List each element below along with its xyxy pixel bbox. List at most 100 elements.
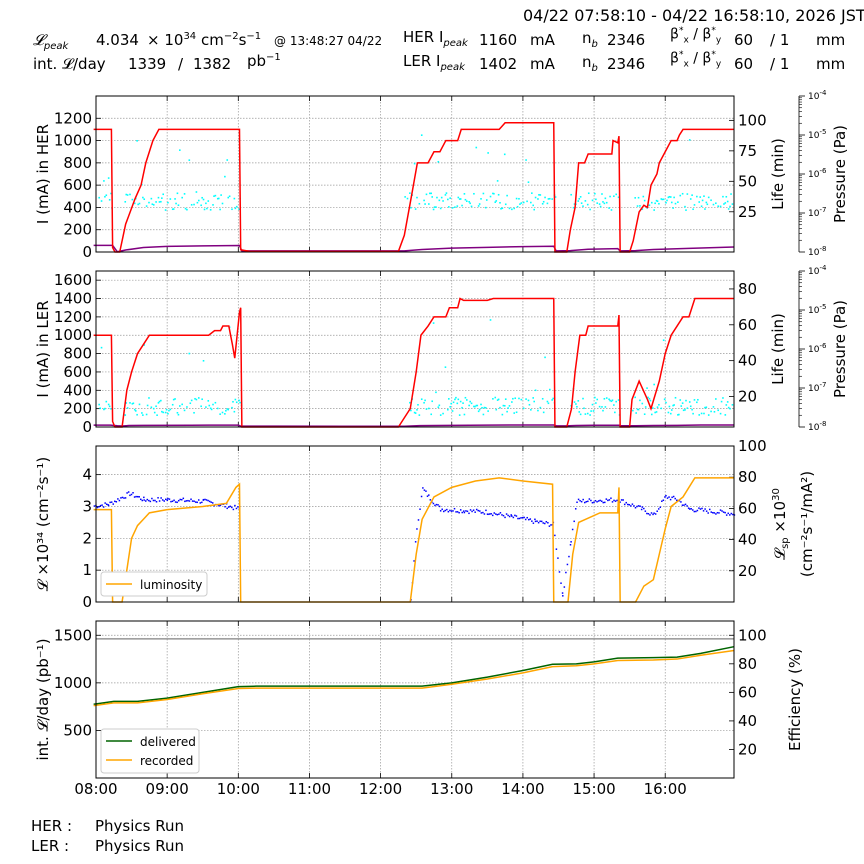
her-lifetime-point <box>157 196 160 199</box>
ler-lifetime-point <box>578 411 581 413</box>
her-lifetime-point <box>725 195 728 198</box>
her-lifetime-point <box>224 175 226 178</box>
her-lifetime-point <box>436 196 438 199</box>
specific-luminosity-point <box>507 514 509 517</box>
her-y2-tick-label: 100 <box>738 111 767 129</box>
her-lifetime-point <box>654 202 656 205</box>
specific-luminosity-point <box>708 508 711 511</box>
her-lifetime-point <box>233 197 236 200</box>
specific-luminosity-point <box>520 517 522 519</box>
ler-frame <box>95 270 735 428</box>
her-lifetime-point <box>464 198 467 201</box>
ler-lifetime-point <box>552 397 554 400</box>
ler-lifetime-point <box>214 401 217 404</box>
ler-y-tick-label: 1200 <box>54 308 92 326</box>
ler-current-line <box>93 297 734 428</box>
her-lifetime-point <box>167 201 169 204</box>
specific-luminosity-point <box>485 509 487 512</box>
specific-luminosity-point <box>463 511 466 514</box>
specific-luminosity-point <box>729 514 731 516</box>
ler-lifetime-point <box>461 406 463 409</box>
her-lifetime-point <box>410 206 412 209</box>
specific-luminosity-point <box>199 502 202 504</box>
her-lifetime-point <box>465 200 468 202</box>
her-lifetime-point <box>444 194 447 196</box>
specific-luminosity-point <box>623 503 626 506</box>
specific-luminosity-point <box>444 509 447 512</box>
ler-lifetime-point <box>487 410 489 412</box>
ler-lifetime-point <box>143 344 146 346</box>
ler-lifetime-point <box>414 412 417 414</box>
specific-luminosity-point <box>138 496 140 498</box>
her-lifetime-point <box>238 208 240 211</box>
specific-luminosity-point <box>505 513 508 515</box>
her-lifetime-point <box>470 205 473 208</box>
ler-lifetime-point <box>688 401 691 403</box>
ler-lifetime-point <box>452 401 455 404</box>
ler-beta-y-symbol: β <box>702 50 712 67</box>
specific-luminosity-point <box>110 501 113 503</box>
specific-luminosity-point <box>523 516 525 519</box>
lumi-y-tick-label: 2 <box>82 529 92 547</box>
ler-lifetime-point <box>577 400 580 402</box>
specific-luminosity-point <box>191 500 194 502</box>
lumi-y-tick-label: 1 <box>82 561 92 579</box>
lumi-y-tick-label: 3 <box>82 497 92 515</box>
specific-luminosity-point <box>219 504 222 506</box>
ler-lifetime-point <box>643 413 646 416</box>
her-y-tick-label: 200 <box>63 221 92 239</box>
her-ipeak-value: 1160 <box>479 31 518 49</box>
specific-luminosity-point <box>672 495 675 498</box>
her-lifetime-point <box>212 204 214 206</box>
her-lifetime-point <box>722 195 724 198</box>
specific-luminosity-point <box>155 501 158 503</box>
her-lifetime-point <box>429 192 431 195</box>
ler-beta-unit: mm <box>816 55 846 73</box>
her-lifetime-point <box>516 205 519 208</box>
specific-luminosity-point <box>197 499 200 501</box>
specific-luminosity-point <box>718 512 720 514</box>
ler-ipeak-unit: mA <box>530 55 555 73</box>
specific-luminosity-point <box>144 500 147 502</box>
her-lifetime-point <box>547 198 550 200</box>
her-lifetime-point <box>181 196 183 199</box>
specific-luminosity-point <box>453 507 456 510</box>
ler-lifetime-point <box>717 409 719 412</box>
ler-lifetime-point <box>132 402 135 405</box>
specific-luminosity-point <box>151 497 153 500</box>
ler-lifetime-point <box>496 399 499 401</box>
specific-luminosity-point <box>171 500 174 503</box>
specific-luminosity-point <box>468 512 470 515</box>
ler-lifetime-point <box>224 413 226 415</box>
specific-luminosity-point <box>695 510 697 513</box>
her-lifetime-point <box>715 202 717 205</box>
specific-luminosity-point <box>607 499 609 502</box>
ler-lifetime-point <box>542 411 545 414</box>
ler-lifetime-point <box>183 409 186 412</box>
specific-luminosity-point <box>680 501 682 503</box>
ler-lifetime-point <box>100 346 103 349</box>
her-lifetime-point <box>169 198 172 200</box>
her-lifetime-point <box>493 192 495 195</box>
her-beta-x-symbol: β <box>670 26 679 43</box>
her-lifetime-point <box>525 159 527 161</box>
her-lifetime-point <box>641 208 644 211</box>
ler-lifetime-point <box>492 398 494 400</box>
ler-lifetime-point <box>551 399 553 401</box>
her-lifetime-point <box>449 197 451 199</box>
her-lifetime-point <box>658 202 660 205</box>
ler-lifetime-point <box>598 405 601 408</box>
her-lifetime-point <box>184 207 187 210</box>
ler-lifetime-point <box>477 410 480 413</box>
lumi-y2-tick-label: 20 <box>738 562 757 580</box>
ler-lifetime-point <box>530 408 532 411</box>
lumi-ylabel: 𝓛 ×10³⁴ (cm⁻²s⁻¹) <box>34 457 52 591</box>
specific-luminosity-point <box>498 513 500 515</box>
ler-pressure-tick-label: 10-6 <box>808 342 827 355</box>
her-lifetime-point <box>667 196 670 199</box>
specific-luminosity-point <box>168 498 171 500</box>
specific-luminosity-point <box>710 511 713 513</box>
ler-lifetime-point <box>704 406 706 409</box>
her-lifetime-point <box>696 195 698 198</box>
specific-luminosity-point <box>173 499 175 502</box>
